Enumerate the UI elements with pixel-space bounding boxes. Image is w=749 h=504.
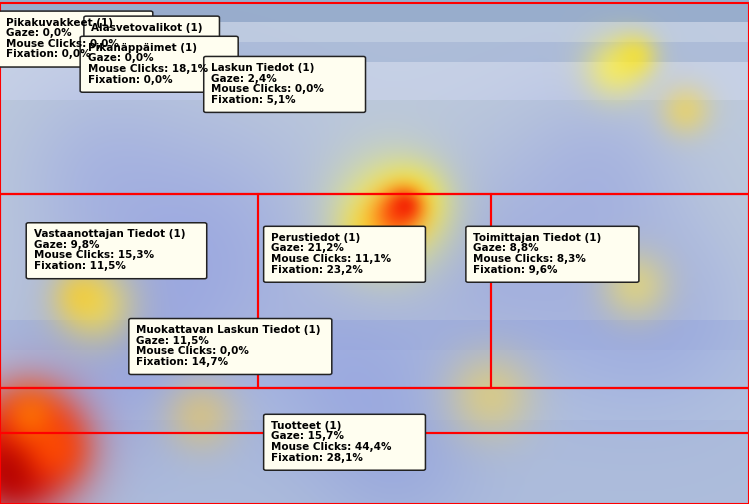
Text: Toimittajan Tiedot (1): Toimittajan Tiedot (1) [473,233,601,243]
Bar [0,433,749,504]
Text: Fixation: 23,2%: Fixation: 23,2% [271,265,363,275]
Text: Tuotteet (1): Tuotteet (1) [271,421,342,431]
Text: Gaze: 9,8%: Gaze: 9,8% [34,240,99,250]
Text: Mouse Clicks: 11,1%: Mouse Clicks: 11,1% [271,254,391,264]
Text: Mouse Clicks: 44,4%: Mouse Clicks: 44,4% [271,442,392,452]
FancyBboxPatch shape [129,319,332,374]
Text: Mouse Clicks: 0,0%: Mouse Clicks: 0,0% [6,39,119,49]
Text: Gaze: 8,8%: Gaze: 8,8% [473,243,539,254]
FancyBboxPatch shape [26,223,207,279]
Text: Mouse Clicks: 18,1%: Mouse Clicks: 18,1% [88,64,207,74]
Text: Laskun Tiedot (1): Laskun Tiedot (1) [211,63,315,73]
Text: Fixation: 5,1%: Fixation: 5,1% [211,95,296,105]
Text: Alasvetovalikot (1): Alasvetovalikot (1) [91,23,203,33]
Text: Fixation: 11,5%: Fixation: 11,5% [34,261,126,271]
Text: Fixation: 14,7%: Fixation: 14,7% [136,357,228,367]
Text: Pikanäppäimet (1): Pikanäppäimet (1) [88,43,197,53]
Text: Mouse Clicks: 15,3%: Mouse Clicks: 15,3% [34,250,154,261]
Text: Mouse Clicks: 0,0%: Mouse Clicks: 0,0% [136,346,249,356]
FancyBboxPatch shape [84,16,219,42]
FancyBboxPatch shape [264,226,425,282]
Text: Fixation: 0,0%: Fixation: 0,0% [6,49,91,59]
FancyBboxPatch shape [80,36,238,92]
Text: Fixation: 0,0%: Fixation: 0,0% [88,75,172,85]
Text: Gaze: 0,0%: Gaze: 0,0% [88,53,154,64]
Bar [0,3,749,194]
Text: Gaze: 21,2%: Gaze: 21,2% [271,243,344,254]
FancyBboxPatch shape [0,11,153,67]
Text: Muokattavan Laskun Tiedot (1): Muokattavan Laskun Tiedot (1) [136,325,321,335]
Text: Fixation: 28,1%: Fixation: 28,1% [271,453,363,463]
Text: Gaze: 11,5%: Gaze: 11,5% [136,336,209,346]
Text: Mouse Clicks: 8,3%: Mouse Clicks: 8,3% [473,254,586,264]
FancyBboxPatch shape [264,414,425,470]
Text: Pikakuvakkeet (1): Pikakuvakkeet (1) [6,18,113,28]
Bar [0,194,258,388]
Bar [491,194,749,388]
Bar [258,194,491,388]
Text: Mouse Clicks: 0,0%: Mouse Clicks: 0,0% [211,84,324,94]
Bar [0,388,749,433]
FancyBboxPatch shape [466,226,639,282]
Text: Perustiedot (1): Perustiedot (1) [271,233,360,243]
Text: Gaze: 2,4%: Gaze: 2,4% [211,74,277,84]
Bar [0,194,749,388]
Text: Gaze: 15,7%: Gaze: 15,7% [271,431,344,442]
Text: Gaze: 0,0%: Gaze: 0,0% [6,28,72,38]
FancyBboxPatch shape [204,56,366,112]
Text: Vastaanottajan Tiedot (1): Vastaanottajan Tiedot (1) [34,229,185,239]
Text: Fixation: 9,6%: Fixation: 9,6% [473,265,558,275]
